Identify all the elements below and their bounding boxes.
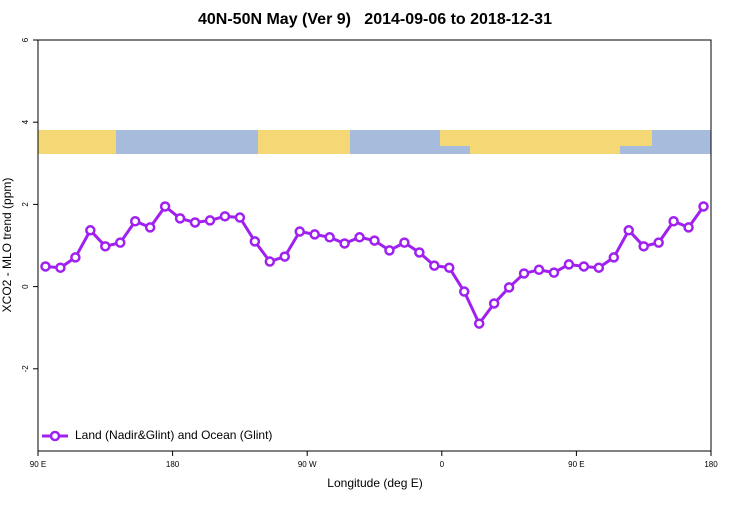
map-land (258, 130, 350, 154)
x-tick-label: 0 (440, 460, 445, 469)
data-point (369, 235, 380, 246)
data-point (309, 229, 320, 240)
data-point (174, 213, 186, 224)
x-tick-label: 180 (166, 460, 180, 469)
data-point (698, 201, 709, 212)
data-point (354, 232, 365, 243)
data-point (249, 236, 261, 247)
y-tick-label: 4 (21, 119, 30, 124)
data-point (129, 216, 141, 227)
data-point (189, 217, 201, 228)
series-line (45, 204, 705, 327)
data-point (339, 238, 350, 249)
x-tick-label: 180 (704, 460, 718, 469)
data-point (144, 222, 156, 233)
data-point (503, 282, 515, 293)
data-point (518, 268, 530, 279)
data-point (473, 318, 485, 329)
data-point (593, 262, 605, 273)
data-point (653, 237, 664, 248)
data-point (279, 251, 291, 262)
data-point (414, 247, 425, 258)
y-tick-label: 6 (21, 37, 30, 42)
data-point (683, 222, 694, 233)
data-point (85, 225, 96, 236)
x-tick-label: 90 E (30, 460, 46, 469)
x-tick-label: 90 W (298, 460, 317, 469)
data-point (668, 216, 679, 227)
data-point (115, 237, 126, 248)
data-point (563, 259, 575, 270)
data-point (444, 262, 455, 273)
data-point (578, 261, 590, 272)
legend-marker (49, 430, 61, 442)
x-axis-label: Longitude (deg E) (327, 476, 422, 490)
map-land (470, 146, 620, 154)
data-point (219, 211, 231, 222)
map-land (440, 130, 652, 146)
map-band (38, 130, 711, 154)
data-point (429, 260, 440, 271)
data-point (638, 241, 649, 252)
data-point (399, 237, 410, 248)
data-point (100, 241, 111, 252)
data-point (623, 225, 634, 236)
data-point (204, 215, 216, 226)
data-point (70, 252, 81, 263)
data-point (548, 267, 560, 278)
data-point (324, 232, 335, 243)
chart-title: 40N-50N May (Ver 9) 2014-09-06 to 2018-1… (198, 11, 552, 28)
y-tick-label: 2 (21, 202, 30, 207)
data-point (40, 261, 51, 272)
data-point (488, 298, 500, 309)
y-axis-label: XCO2 - MLO trend (ppm) (0, 178, 14, 313)
data-point (264, 256, 276, 267)
legend-label: Land (Nadir&Glint) and Ocean (Glint) (75, 428, 272, 442)
data-point (384, 245, 395, 256)
y-tick-label: -2 (21, 365, 30, 373)
map-land (38, 130, 116, 154)
data-point (458, 286, 470, 297)
data-point (533, 264, 545, 275)
data-point (608, 252, 620, 263)
data-point (294, 226, 305, 237)
data-point (55, 262, 66, 273)
y-tick-label: 0 (21, 284, 30, 289)
x-tick-label: 90 E (568, 460, 584, 469)
data-point (234, 212, 246, 223)
plot-frame (37, 39, 712, 452)
data-point (159, 201, 171, 212)
